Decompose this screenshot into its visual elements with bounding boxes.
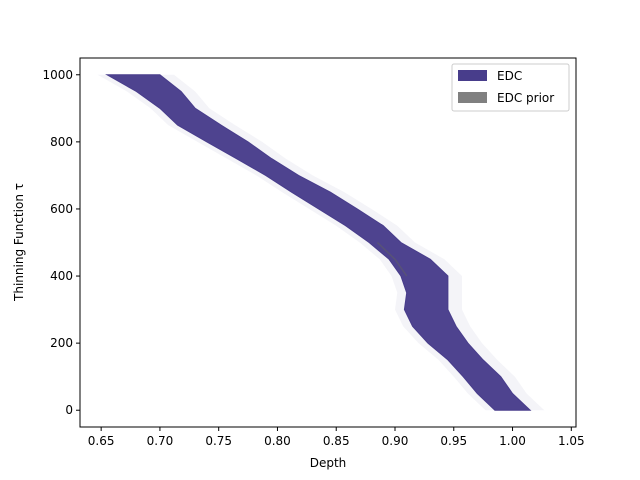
legend-label-edc: EDC [497, 69, 522, 83]
x-tick-label: 1.05 [558, 434, 585, 448]
edc-band [105, 74, 532, 411]
x-tick-label: 0.85 [323, 434, 350, 448]
y-tick-label: 1000 [42, 68, 73, 82]
x-axis-ticks: 0.65 0.70 0.75 0.80 0.85 0.90 0.95 1.00 1.05 [88, 427, 585, 448]
y-axis-ticks: 0 200 400 600 800 1000 [42, 68, 80, 417]
legend-swatch-edc [458, 70, 487, 81]
x-axis-label: Depth [310, 456, 347, 470]
edc-prior-line [376, 241, 408, 277]
x-tick-label: 0.90 [382, 434, 409, 448]
x-tick-label: 0.75 [205, 434, 232, 448]
x-tick-label: 0.80 [264, 434, 291, 448]
plot-frame [79, 57, 577, 428]
y-tick-label: 800 [50, 135, 73, 149]
x-tick-label: 0.95 [440, 434, 467, 448]
x-tick-label: 1.00 [499, 434, 526, 448]
y-axis-label: Thinning Function τ [12, 183, 26, 302]
legend-swatch-edc-prior [458, 92, 487, 103]
edc-prior-layer [376, 241, 408, 277]
x-tick-label: 0.65 [88, 434, 115, 448]
x-tick-label: 0.70 [147, 434, 174, 448]
y-tick-label: 0 [65, 403, 73, 417]
legend-label-edc-prior: EDC prior [497, 91, 554, 105]
y-tick-label: 400 [50, 269, 73, 283]
legend: EDC EDC prior [451, 63, 570, 112]
y-tick-label: 600 [50, 202, 73, 216]
edc-band-layer [97, 74, 545, 411]
y-tick-label: 200 [50, 336, 73, 350]
